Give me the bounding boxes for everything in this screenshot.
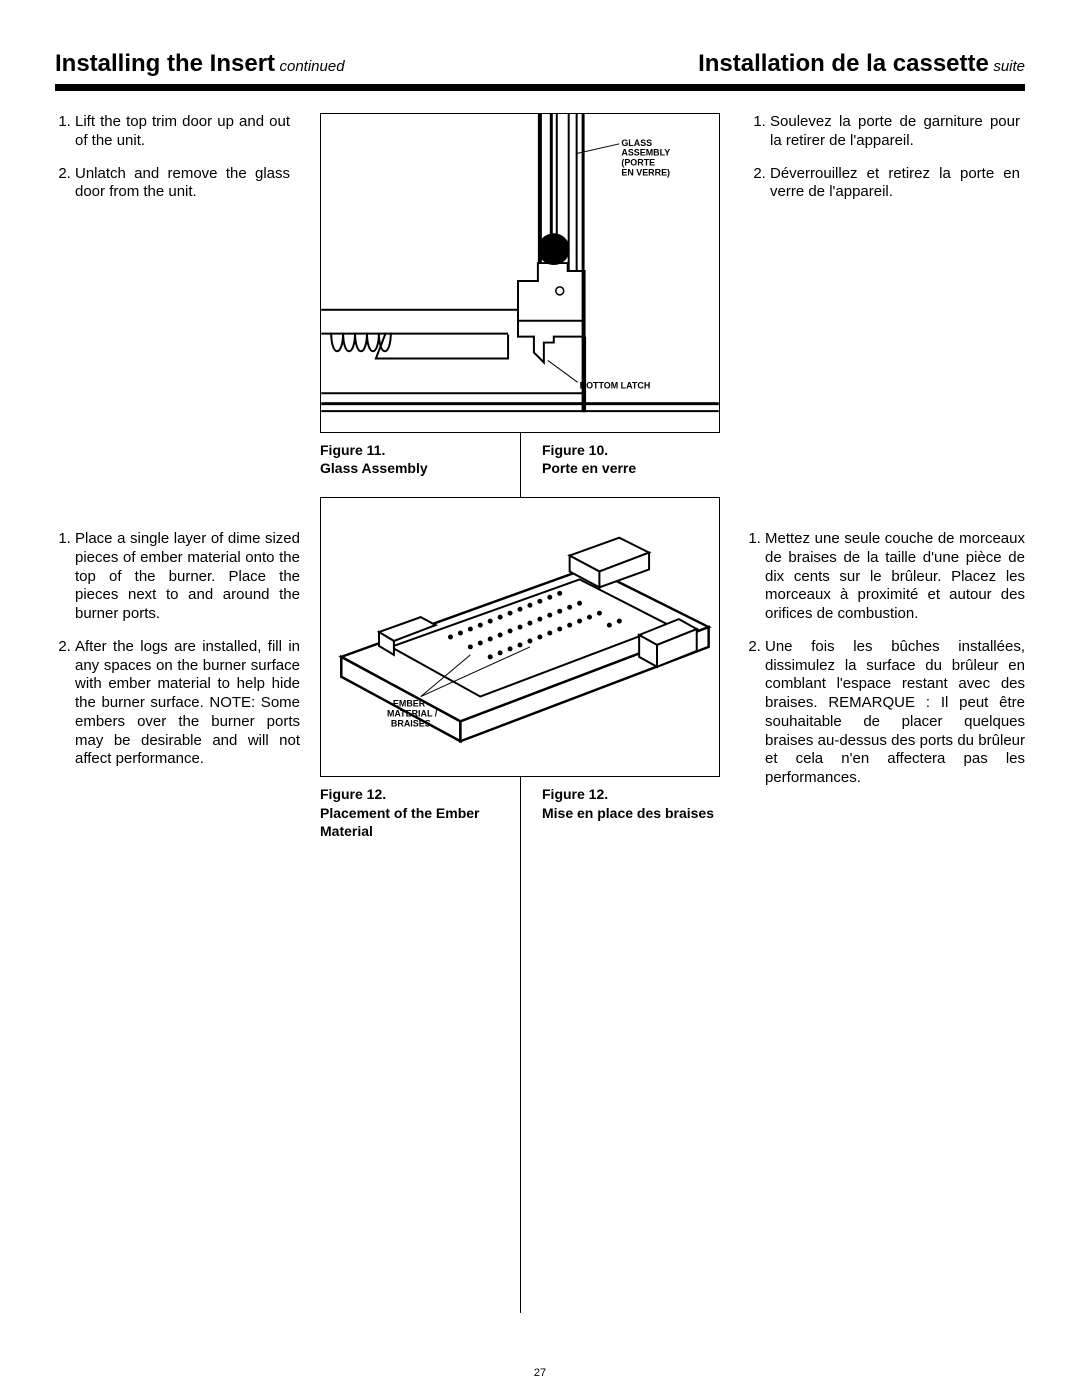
title-right-text: Installation de la cassette (698, 50, 989, 77)
fig1-cap-left-text: Glass Assembly (320, 460, 428, 476)
fig2-label-ember3: BRAISES (391, 719, 431, 729)
page-number: 27 (0, 1367, 1080, 1379)
figure-glass-assembly: GLASS ASSEMBLY (PORTE EN VERRE) BOTTOM L… (320, 113, 720, 433)
fig1-caption-left: Figure 11. Glass Assembly (320, 441, 520, 477)
s2-left-step2: After the logs are installed, fill in an… (75, 638, 300, 769)
fig2-cap-right-text: Mise en place des braises (542, 805, 714, 821)
title-right-sub: suite (993, 58, 1025, 75)
fig1-cap-left-num: Figure 11. (320, 442, 385, 458)
fig2-caption-right: Figure 12. Mise en place des braises (520, 785, 720, 840)
s2-right-step1: Mettez une seule couche de morceaux de b… (765, 530, 1025, 624)
fig2-label-ember1: EMBER (393, 699, 426, 709)
section2-left-col: Place a single layer of dime sized piece… (55, 530, 300, 783)
fig1-cap-right-text: Porte en verre (542, 460, 636, 476)
fig2-cap-left-num: Figure 12. (320, 786, 386, 802)
fig1-label-glass1: GLASS (621, 138, 652, 148)
figure-ember-placement: EMBER MATERIAL / BRAISES (320, 497, 720, 777)
fig1-label-glass4: EN VERRE) (621, 168, 670, 178)
fig1-label-latch: BOTTOM LATCH (580, 380, 651, 390)
fig1-caption-right: Figure 10. Porte en verre (520, 441, 720, 477)
section1-center-col: GLASS ASSEMBLY (PORTE EN VERRE) BOTTOM L… (300, 113, 740, 860)
fig2-caption-left: Figure 12. Placement of the Ember Materi… (320, 785, 520, 840)
fig2-cap-right-num: Figure 12. (542, 786, 608, 802)
title-right: Installation de la cassette suite (698, 50, 1025, 78)
s2-right-step2: Une fois les bûches installées, dissimul… (765, 638, 1025, 788)
fig1-label-glass2: ASSEMBLY (621, 148, 670, 158)
s2-left-step1: Place a single layer of dime sized piece… (75, 530, 300, 624)
s1-right-step1: Soulevez la porte de garniture pour la r… (770, 113, 1020, 151)
fig1-cap-right-num: Figure 10. (542, 442, 608, 458)
title-left-sub: continued (279, 58, 344, 75)
title-left-text: Installing the Insert (55, 50, 275, 77)
s1-left-step2: Unlatch and remove the glass door from t… (75, 165, 290, 203)
s1-left-step1: Lift the top trim door up and out of the… (75, 113, 290, 151)
title-left: Installing the Insert continued (55, 50, 345, 78)
s1-right-step2: Déverrouillez et retirez la porte en ver… (770, 165, 1020, 203)
header-rule (55, 84, 1025, 91)
fig2-label-ember2: MATERIAL / (387, 709, 438, 719)
page-header: Installing the Insert continued Installa… (55, 50, 1025, 78)
fig2-cap-left-text: Placement of the Ember Material (320, 805, 480, 839)
section2-right-col: Mettez une seule couche de morceaux de b… (745, 530, 1025, 802)
fig1-label-glass3: (PORTE (621, 158, 655, 168)
